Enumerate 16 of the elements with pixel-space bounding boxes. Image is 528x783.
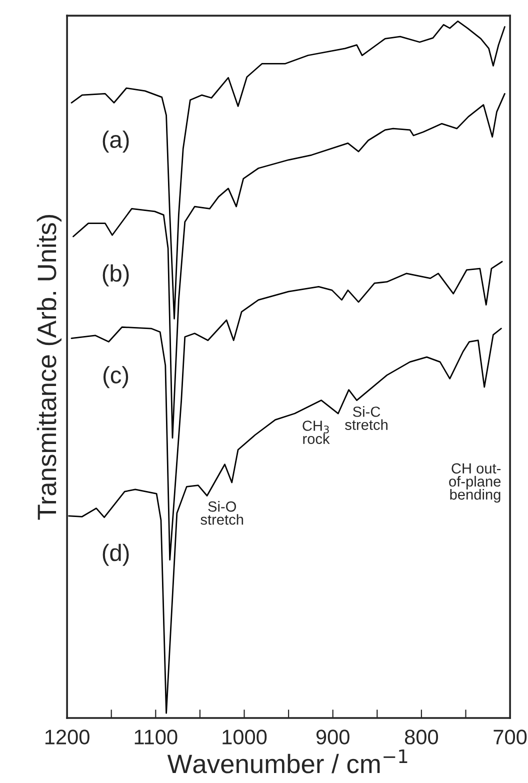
y-axis-title: Transmittance (Arb. Units) bbox=[36, 214, 62, 520]
annotation: Si-O stretch bbox=[200, 501, 244, 525]
x-tick-label: 900 bbox=[316, 730, 350, 744]
x-tick-label: 1100 bbox=[134, 730, 178, 744]
series-label: (c) bbox=[103, 366, 128, 388]
annotation: CH$_{3}$ rock bbox=[302, 420, 330, 444]
series-label: (a) bbox=[102, 130, 129, 153]
x-axis-title: Wavenumber / cm$^{−1}$ bbox=[167, 749, 408, 774]
x-tick-label: 1000 bbox=[222, 730, 267, 744]
x-tick-label: 700 bbox=[494, 730, 527, 744]
annotation: CH out- of-plane bending bbox=[449, 463, 501, 503]
series-label: (d) bbox=[102, 544, 129, 566]
x-tick-label: 1200 bbox=[45, 730, 90, 744]
annotation: Si-C stretch bbox=[345, 406, 388, 430]
series-label: (b) bbox=[102, 264, 129, 286]
x-tick-label: 800 bbox=[404, 730, 438, 744]
